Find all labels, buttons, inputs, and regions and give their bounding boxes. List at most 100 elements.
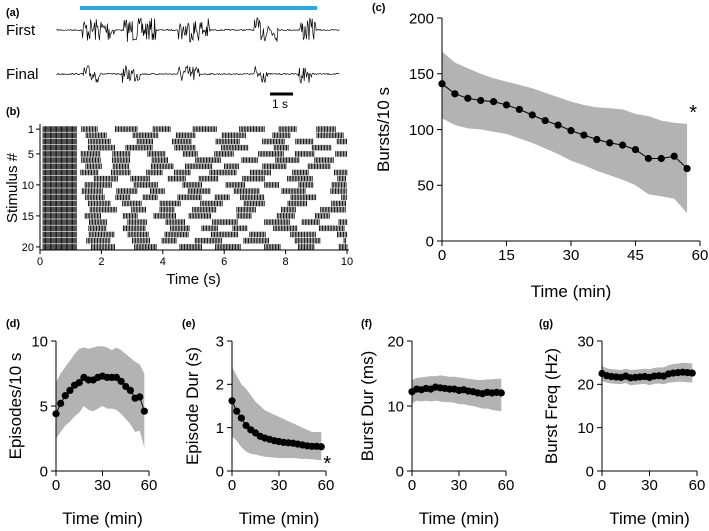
trace-first [56,17,340,43]
x-tick-label: 8 [283,256,289,268]
y-axis-label: Bursts/10 s [374,87,393,172]
data-point [515,105,524,114]
panel-letter-b: (b) [6,106,20,118]
y-tick-label: 1 [28,124,34,136]
trace-final [56,64,340,85]
chart-f: 0 30 60 0 10 20 Time (min) Burst Dur (ms) [358,333,514,528]
significance-marker: * [689,102,697,124]
x-tick-label: 0 [52,477,60,494]
panel-letter-d: (d) [6,318,20,330]
y-tick-label: 0 [426,233,434,250]
data-point [580,131,588,139]
data-point [451,90,459,98]
y-tick-label: 0 [40,463,48,480]
data-point [554,121,562,129]
chart-d: 0 30 60 0 5 10 Time (min) Episodes/10 s [6,333,157,528]
raster-plot [42,126,348,250]
panel-a: (a) First Final 1 s [6,6,340,111]
y-tick-label: 10 [387,398,404,415]
scale-bar-label: 1 s [272,97,288,111]
y-tick-label: 2 [216,377,224,394]
y-tick-label: 0 [396,463,404,480]
y-axis-label: Stimulus # [4,152,21,223]
data-point [644,154,653,163]
data-point [464,94,472,102]
row-label-final: Final [6,66,39,83]
y-tick-label: 5 [40,398,48,415]
data-point [541,116,549,125]
data-point [140,407,148,415]
x-tick-label: 60 [141,477,158,494]
x-tick-label: 60 [689,477,706,494]
x-tick-label: 15 [498,247,515,264]
y-tick-label: 20 [387,333,404,350]
data-point [497,389,505,397]
data-point [136,393,144,401]
y-tick-label: 10 [31,333,48,350]
x-tick-label: 30 [641,477,658,494]
chart-c: 0 15 30 45 60 0 50 100 150 200 Time (min) Bursts/10… [374,10,708,301]
x-tick-label: 0 [37,256,43,268]
y-axis-label: Burst Dur (ms) [358,351,377,462]
panel-letter-f: (f) [361,318,372,330]
y-tick-label: 0 [586,463,594,480]
x-tick-label: 0 [438,247,446,264]
x-tick-label: 2 [98,256,104,268]
panel-letter-c: (c) [372,2,386,14]
data-point [657,154,665,163]
y-tick-label: 30 [577,333,594,350]
x-tick-label: 30 [451,477,468,494]
x-tick-label: 60 [318,477,335,494]
error-band [56,346,145,448]
x-axis-label: Time (min) [531,282,612,301]
y-tick-label: 20 [577,377,594,394]
x-tick-label: 60 [498,477,515,494]
x-tick-label: 10 [341,256,353,268]
data-point [502,101,511,109]
x-tick-label: 0 [228,477,236,494]
data-point [317,443,325,451]
y-tick-label: 0 [216,463,224,480]
data-point [477,96,485,105]
trace-path [56,64,340,85]
data-point [528,111,536,119]
data-point [117,377,125,385]
data-point [233,407,241,415]
panel-f: (f) 0 30 60 0 10 20 Time (min) Burst Dur (ms) [358,318,514,528]
y-tick-label: 150 [409,66,434,83]
x-tick-label: 6 [221,256,227,268]
significance-marker: * [323,453,331,475]
data-point [606,139,614,147]
x-tick-label: 0 [408,477,416,494]
y-tick-label: 10 [577,420,594,437]
y-tick-label: 200 [409,10,434,27]
y-tick-label: 3 [216,333,224,350]
panel-e: (e) 0 30 60 0 1 2 3 Time (min) Episode Dur (s) * [182,318,334,528]
y-tick-label: 100 [409,122,434,139]
error-band [232,367,322,461]
panel-letter-g: (g) [539,318,553,330]
data-point [619,141,627,149]
y-axis-label: Burst Freq (Hz) [542,348,561,464]
data-point [490,98,498,106]
y-tick-label: 1 [216,420,224,437]
x-axis-label: Time (min) [239,509,320,528]
row-label-first: First [6,22,36,39]
y-tick-label: 50 [417,178,434,195]
error-band [442,51,688,214]
data-point [567,127,575,135]
y-axis-label: Episodes/10 s [6,353,25,460]
y-tick-label: 5 [28,149,34,161]
y-tick-label: 15 [22,211,34,223]
x-tick-label: 30 [271,477,288,494]
data-point [57,399,65,407]
stimulus-bar [80,6,317,10]
x-axis-label: Time (min) [419,509,500,528]
data-point [126,386,134,394]
data-point [242,421,250,430]
y-tick-label: 10 [22,180,34,192]
data-point [66,386,74,394]
